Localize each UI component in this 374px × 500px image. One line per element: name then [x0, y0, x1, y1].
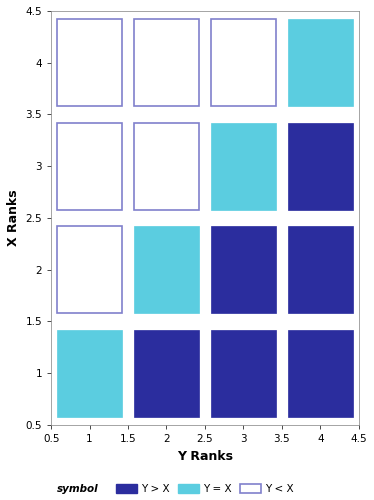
- Bar: [134, 330, 199, 416]
- Bar: [288, 19, 353, 106]
- Y-axis label: X Ranks: X Ranks: [7, 190, 20, 246]
- Legend: Y > X, Y = X, Y < X: Y > X, Y = X, Y < X: [112, 480, 298, 498]
- Bar: [211, 226, 276, 313]
- Bar: [288, 330, 353, 416]
- Bar: [57, 330, 122, 416]
- Bar: [57, 122, 122, 210]
- Bar: [57, 226, 122, 313]
- Text: symbol: symbol: [57, 484, 99, 494]
- Bar: [211, 330, 276, 416]
- Bar: [57, 19, 122, 106]
- Bar: [288, 226, 353, 313]
- Bar: [211, 19, 276, 106]
- Bar: [211, 122, 276, 210]
- X-axis label: Y Ranks: Y Ranks: [177, 450, 233, 462]
- Bar: [288, 122, 353, 210]
- Bar: [134, 226, 199, 313]
- Bar: [134, 19, 199, 106]
- Bar: [134, 122, 199, 210]
